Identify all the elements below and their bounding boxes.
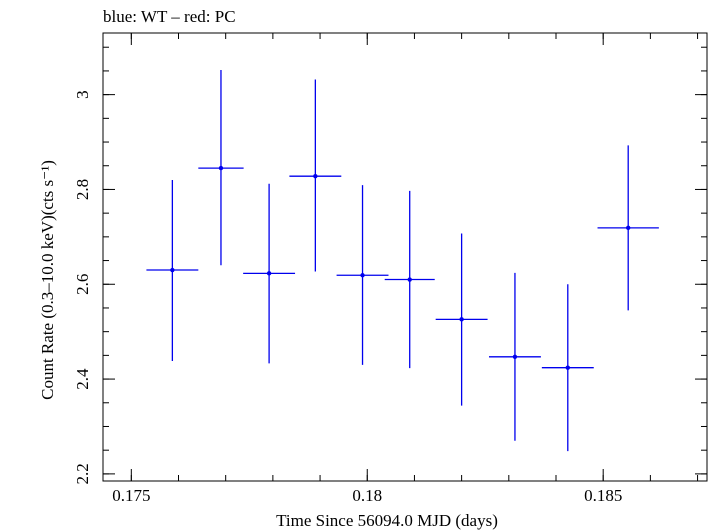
point-marker	[360, 273, 365, 278]
data-point	[488, 272, 541, 441]
data-point	[384, 190, 435, 369]
chart-title: blue: WT – red: PC	[103, 7, 236, 26]
y-tick-label: 2.2	[73, 463, 92, 484]
data-point	[336, 185, 389, 365]
y-tick-label: 2.6	[73, 274, 92, 295]
point-marker	[170, 267, 175, 273]
x-tick-label: 0.185	[584, 486, 622, 505]
y-tick-label: 2.4	[73, 368, 92, 390]
y-axis-label: Count Rate (0.3–10.0 keV)(cts s⁻¹)	[38, 160, 57, 400]
data-point	[243, 183, 296, 364]
tick-labels: 0.175 0.18 0.185 2.2 2.4 2.6 2.8 3	[73, 90, 622, 505]
data-point	[435, 233, 488, 406]
data-point	[198, 69, 244, 266]
point-marker	[459, 317, 464, 322]
x-tick-label: 0.175	[112, 486, 150, 505]
data-points	[146, 69, 659, 452]
y-tick-label: 3	[73, 90, 92, 99]
point-marker	[266, 271, 272, 276]
point-marker	[313, 173, 318, 179]
x-tick-label: 0.18	[352, 486, 382, 505]
data-point	[541, 284, 594, 452]
minor-ticks	[103, 33, 707, 481]
major-ticks	[103, 33, 707, 481]
point-marker	[565, 365, 570, 370]
point-marker	[218, 165, 224, 171]
point-marker	[512, 354, 518, 359]
point-marker	[625, 225, 631, 231]
data-point	[289, 79, 342, 272]
data-point	[146, 179, 199, 362]
x-axis-label: Time Since 56094.0 MJD (days)	[276, 511, 498, 530]
y-tick-label: 2.8	[73, 179, 92, 200]
data-point	[597, 145, 659, 311]
plot-frame	[102, 32, 708, 482]
point-marker	[407, 277, 412, 282]
